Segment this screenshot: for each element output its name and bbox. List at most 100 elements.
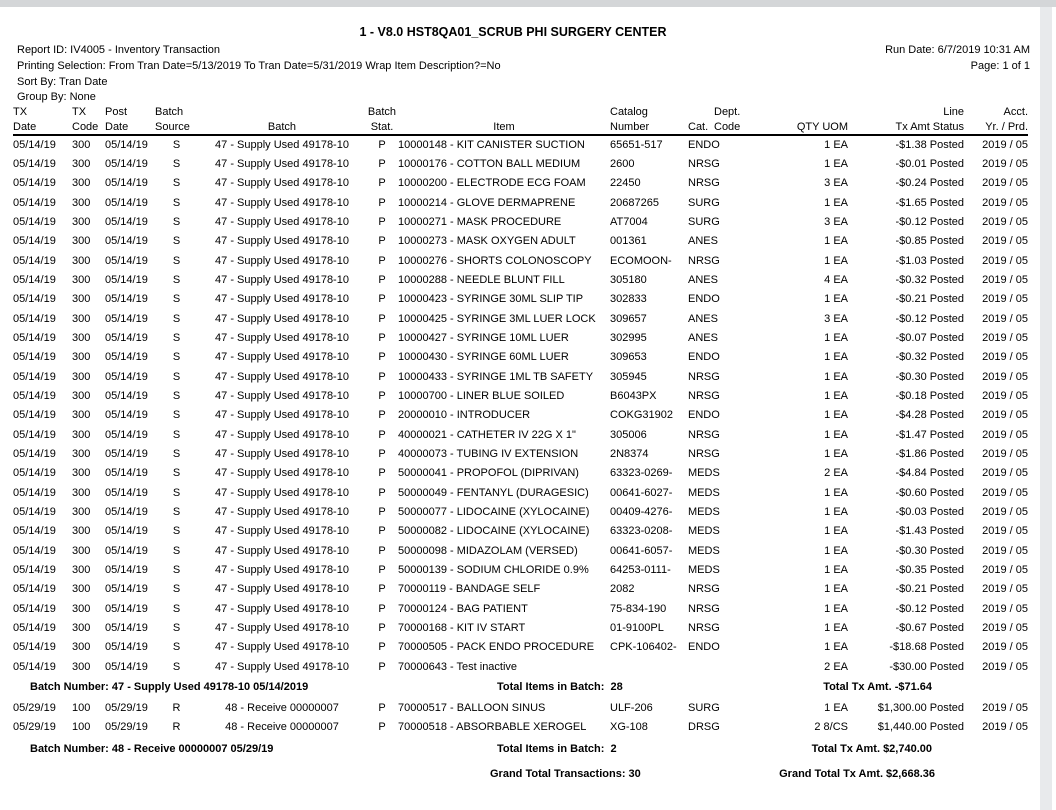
transaction-row: 05/14/19 300 05/14/19 S 47 - Supply Used 491… (13, 522, 1028, 541)
cell-dept-code (714, 406, 760, 425)
cell-batch-source: S (172, 621, 181, 634)
transaction-row: 05/14/19 300 05/14/19 S 47 - Supply Used 491… (13, 174, 1028, 193)
cell-batch: 47 - Supply Used 49178-10 (215, 486, 349, 499)
cell-catalog-number: 2N8374 (610, 447, 649, 460)
cell-item: 10000700 - LINER BLUE SOILED (398, 389, 565, 402)
cell-catalog-number: B6043PX (610, 389, 657, 402)
cell-acct-yr-prd: 2019 / 05 (982, 273, 1028, 286)
cell-batch-stat: P (378, 389, 386, 402)
cell-catalog-number: 001361 (610, 235, 647, 248)
cell-batch: 47 - Supply Used 49178-10 (215, 331, 349, 344)
cell-post-date: 05/29/19 (105, 701, 148, 714)
cell-acct-yr-prd: 2019 / 05 (982, 331, 1028, 344)
cell-batch-stat: P (378, 660, 386, 673)
cell-acct-yr-prd: 2019 / 05 (982, 254, 1028, 267)
cell-tx-amt-status: -$0.30 Posted (895, 370, 965, 383)
report-id: Report ID: IV4005 - Inventory Transactio… (17, 44, 220, 56)
cell-batch: 47 - Supply Used 49178-10 (215, 139, 349, 152)
cell-dept-code (714, 657, 760, 676)
column-header-tx-date-line1: TX (13, 105, 28, 118)
cell-cat: ANES (688, 312, 718, 325)
cell-tx-code: 300 (72, 660, 91, 673)
cell-post-date: 05/14/19 (105, 505, 148, 518)
cell-post-date: 05/14/19 (105, 139, 148, 152)
cell-cat: MEDS (688, 525, 720, 538)
cell-acct-yr-prd: 2019 / 05 (982, 428, 1028, 441)
cell-batch-source: S (172, 467, 181, 480)
cell-acct-yr-prd: 2019 / 05 (982, 525, 1028, 538)
cell-tx-amt-status: -$0.03 Posted (895, 505, 965, 518)
column-header-qty-uom-line1 (760, 104, 848, 119)
cell-qty-uom: 1 EA (824, 641, 848, 654)
cell-qty-uom: 1 EA (824, 389, 848, 402)
cell-item: 10000288 - NEEDLE BLUNT FILL (398, 273, 565, 286)
column-header-tx-amt-status-line1: Line (943, 105, 964, 118)
cell-tx-date: 05/14/19 (13, 273, 56, 286)
column-header-post-date: Date (105, 119, 155, 136)
cell-batch: 47 - Supply Used 49178-10 (215, 428, 349, 441)
cell-qty-uom: 3 EA (824, 312, 848, 325)
cell-batch-source: S (172, 177, 181, 190)
cell-tx-code: 300 (72, 235, 91, 248)
cell-item: 40000021 - CATHETER IV 22G X 1" (398, 428, 576, 441)
cell-item: 70000505 - PACK ENDO PROCEDURE (398, 641, 595, 654)
cell-tx-code: 300 (72, 139, 91, 152)
cell-catalog-number: 2082 (610, 583, 635, 596)
cell-qty-uom: 1 EA (824, 196, 848, 209)
grand-total-transactions: Grand Total Transactions: 30 (490, 767, 641, 780)
cell-item: 10000148 - KIT CANISTER SUCTION (398, 139, 585, 152)
cell-post-date: 05/14/19 (105, 389, 148, 402)
transaction-row: 05/14/19 300 05/14/19 S 47 - Supply Used 491… (13, 367, 1028, 386)
cell-catalog-number: 00641-6027- (610, 486, 673, 499)
cell-tx-amt-status: -$1.38 Posted (895, 139, 965, 152)
cell-acct-yr-prd: 2019 / 05 (982, 447, 1028, 460)
cell-catalog-number: ULF-206 (610, 701, 653, 714)
cell-tx-date: 05/14/19 (13, 660, 56, 673)
cell-dept-code (714, 212, 760, 231)
cell-item: 70000119 - BANDAGE SELF (398, 583, 541, 596)
transaction-row: 05/14/19 300 05/14/19 S 47 - Supply Used 491… (13, 464, 1028, 483)
cell-catalog-number: AT7004 (610, 215, 648, 228)
cell-tx-code: 300 (72, 177, 91, 190)
cell-item: 70000124 - BAG PATIENT (398, 602, 528, 615)
cell-acct-yr-prd: 2019 / 05 (982, 389, 1028, 402)
cell-batch-stat: P (378, 621, 386, 634)
cell-batch-source: S (172, 563, 181, 576)
cell-item: 10000176 - COTTON BALL MEDIUM (398, 157, 581, 170)
total-items-in-batch: Total Items in Batch: 28 (497, 681, 623, 694)
cell-tx-code: 300 (72, 505, 91, 518)
cell-qty-uom: 1 EA (824, 331, 848, 344)
cell-item: 50000098 - MIDAZOLAM (VERSED) (398, 544, 578, 557)
cell-batch: 47 - Supply Used 49178-10 (215, 273, 349, 286)
cell-qty-uom: 1 EA (824, 563, 848, 576)
cell-tx-amt-status: -$0.18 Posted (895, 389, 965, 402)
column-header-tx-code: Code (72, 119, 105, 136)
cell-batch-stat: P (378, 428, 386, 441)
cell-batch: 47 - Supply Used 49178-10 (215, 370, 349, 383)
cell-tx-code: 300 (72, 428, 91, 441)
transaction-row: 05/14/19 300 05/14/19 S 47 - Supply Used 491… (13, 425, 1028, 444)
cell-batch-stat: P (378, 139, 386, 152)
cell-tx-code: 300 (72, 389, 91, 402)
cell-tx-date: 05/14/19 (13, 409, 56, 422)
cell-post-date: 05/29/19 (105, 721, 148, 734)
transaction-row: 05/14/19 300 05/14/19 S 47 - Supply Used 491… (13, 406, 1028, 425)
cell-cat: MEDS (688, 486, 720, 499)
cell-item: 10000276 - SHORTS COLONOSCOPY (398, 254, 592, 267)
cell-qty-uom: 1 EA (824, 621, 848, 634)
cell-cat: ENDO (688, 139, 720, 152)
cell-post-date: 05/14/19 (105, 312, 148, 325)
cell-qty-uom: 1 EA (824, 139, 848, 152)
cell-cat: MEDS (688, 544, 720, 557)
cell-dept-code (714, 348, 760, 367)
column-header-batch-line1 (198, 104, 366, 119)
cell-tx-amt-status: -$0.12 Posted (895, 215, 965, 228)
cell-tx-amt-status: -$0.12 Posted (895, 312, 965, 325)
cell-tx-date: 05/14/19 (13, 621, 56, 634)
cell-tx-date: 05/29/19 (13, 701, 56, 714)
cell-acct-yr-prd: 2019 / 05 (982, 139, 1028, 152)
cell-tx-amt-status: -$0.67 Posted (895, 621, 965, 634)
column-header-catalog-number-line1: Catalog (610, 105, 648, 118)
cell-dept-code (714, 541, 760, 560)
cell-batch: 47 - Supply Used 49178-10 (215, 583, 349, 596)
